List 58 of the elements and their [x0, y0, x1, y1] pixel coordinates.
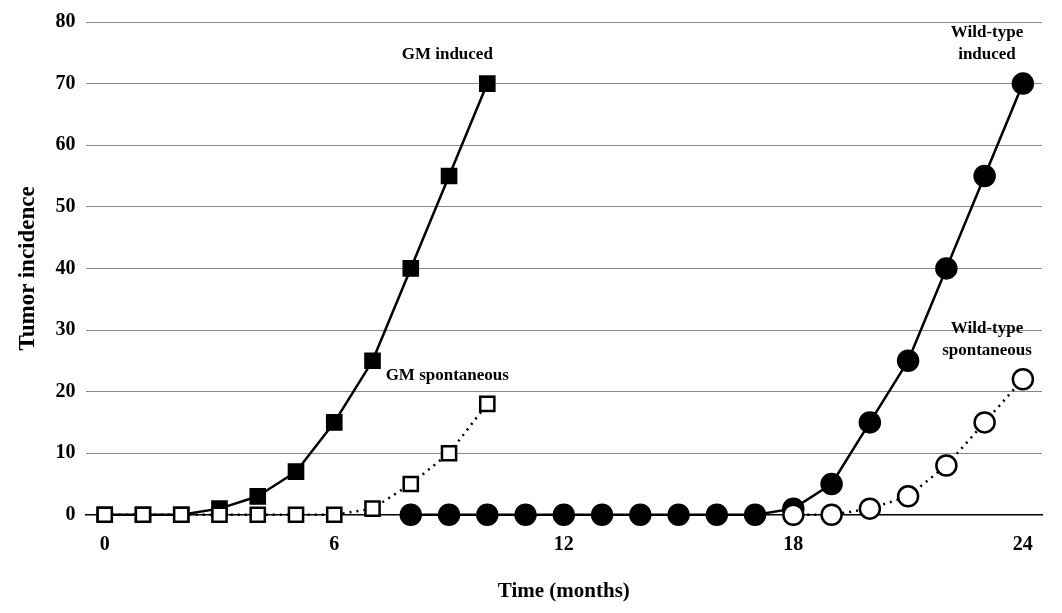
point [552, 503, 576, 527]
y-tick-label: 0 [65, 501, 76, 524]
point [476, 503, 499, 527]
point [858, 497, 882, 520]
x-tick-label: 12 [553, 531, 574, 554]
point [325, 414, 343, 431]
point [437, 503, 461, 527]
point [973, 411, 996, 434]
point [249, 488, 267, 505]
point [782, 503, 805, 527]
x-tick-label: 0 [99, 531, 110, 554]
point [478, 75, 496, 92]
point [896, 485, 920, 508]
point [1011, 72, 1035, 95]
point [287, 463, 305, 480]
y-tick-label: 10 [55, 440, 76, 463]
series-label: Wild-type induced [950, 22, 1024, 64]
point [705, 503, 729, 527]
y-tick-label: 30 [55, 317, 76, 340]
point [858, 411, 882, 434]
y-axis-title: Tumor incidence [13, 186, 39, 351]
point [399, 503, 423, 527]
x-axis-title: Time (months) [497, 577, 630, 602]
point [820, 503, 843, 527]
x-tick-label: 18 [783, 531, 804, 554]
point [1011, 368, 1035, 391]
x-tick-label: 24 [1012, 531, 1033, 554]
point [743, 503, 767, 527]
point [935, 454, 958, 477]
point [629, 503, 652, 527]
y-tick-label: 20 [55, 378, 76, 401]
point [820, 472, 843, 496]
point [364, 352, 381, 370]
point [402, 260, 420, 277]
point [364, 500, 381, 517]
point [590, 503, 614, 527]
y-tick-label: 50 [55, 193, 76, 216]
point [935, 257, 958, 280]
point [440, 444, 458, 462]
y-tick-label: 80 [55, 9, 76, 32]
point [667, 503, 690, 527]
point [440, 167, 458, 185]
series-label: Wild-type spontaneous [942, 318, 1033, 360]
series-label: GM spontaneous [385, 364, 510, 384]
y-tick-label: 60 [55, 132, 76, 155]
point [287, 506, 305, 524]
x-tick-label: 6 [329, 531, 340, 554]
y-tick-label: 70 [55, 70, 76, 93]
point [514, 503, 537, 527]
point [249, 506, 267, 524]
point [896, 349, 920, 373]
series-label: GM induced [401, 44, 494, 64]
point [211, 506, 228, 524]
point [973, 164, 996, 188]
y-tick-label: 40 [55, 255, 76, 278]
point [325, 506, 343, 524]
point [402, 475, 420, 493]
point [478, 395, 496, 413]
